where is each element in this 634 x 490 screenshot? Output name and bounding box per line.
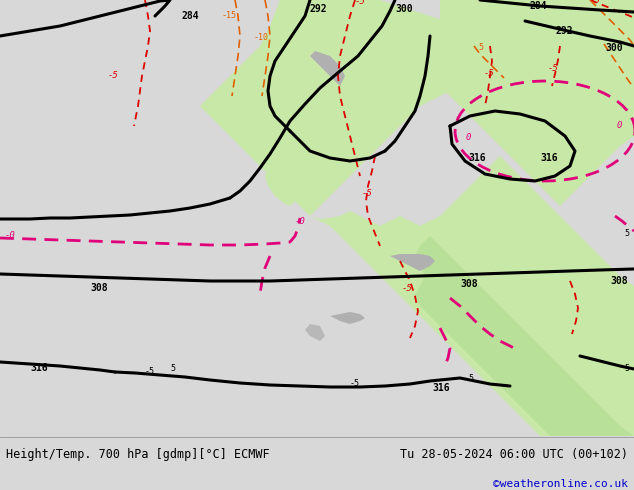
Text: 5: 5	[624, 229, 629, 238]
Text: 300: 300	[605, 43, 623, 53]
Text: 308: 308	[460, 279, 477, 289]
Text: -10: -10	[254, 33, 269, 42]
Text: -5: -5	[145, 367, 155, 376]
Text: -5: -5	[484, 69, 495, 78]
Text: 316: 316	[540, 153, 558, 163]
Text: Tu 28-05-2024 06:00 UTC (00+102): Tu 28-05-2024 06:00 UTC (00+102)	[399, 448, 628, 462]
Text: 284: 284	[530, 1, 548, 11]
Text: -5: -5	[355, 0, 366, 6]
Text: 292: 292	[310, 4, 328, 14]
Text: -5: -5	[402, 284, 413, 293]
Text: -5: -5	[350, 379, 360, 388]
Text: 316: 316	[30, 363, 48, 373]
Polygon shape	[390, 254, 435, 271]
Text: -5: -5	[590, 0, 601, 5]
Text: 316: 316	[432, 383, 450, 393]
Text: 5: 5	[170, 364, 175, 373]
Text: -5: -5	[548, 64, 559, 73]
Text: 300: 300	[395, 4, 413, 14]
Text: ©weatheronline.co.uk: ©weatheronline.co.uk	[493, 479, 628, 489]
Polygon shape	[200, 0, 510, 216]
Polygon shape	[410, 0, 634, 206]
Text: 0: 0	[617, 121, 623, 130]
Text: -5: -5	[108, 71, 119, 80]
Text: 284: 284	[182, 11, 200, 21]
Polygon shape	[305, 324, 325, 341]
Text: -5: -5	[362, 189, 373, 198]
Text: 308: 308	[90, 283, 108, 293]
Polygon shape	[265, 151, 315, 206]
Polygon shape	[330, 312, 365, 324]
Text: Height/Temp. 700 hPa [gdmp][°C] ECMWF: Height/Temp. 700 hPa [gdmp][°C] ECMWF	[6, 448, 270, 462]
Polygon shape	[310, 51, 345, 86]
Text: 308: 308	[610, 276, 628, 286]
Text: 0: 0	[466, 133, 471, 142]
Polygon shape	[310, 156, 634, 436]
Text: -0: -0	[5, 231, 16, 240]
Text: -15: -15	[222, 11, 237, 20]
Text: 292: 292	[556, 26, 574, 36]
Text: -0: -0	[295, 217, 306, 226]
Text: 5: 5	[468, 374, 473, 383]
Text: 5: 5	[624, 364, 629, 373]
Text: 316: 316	[468, 153, 486, 163]
Text: 5: 5	[478, 43, 483, 52]
Polygon shape	[415, 236, 634, 436]
